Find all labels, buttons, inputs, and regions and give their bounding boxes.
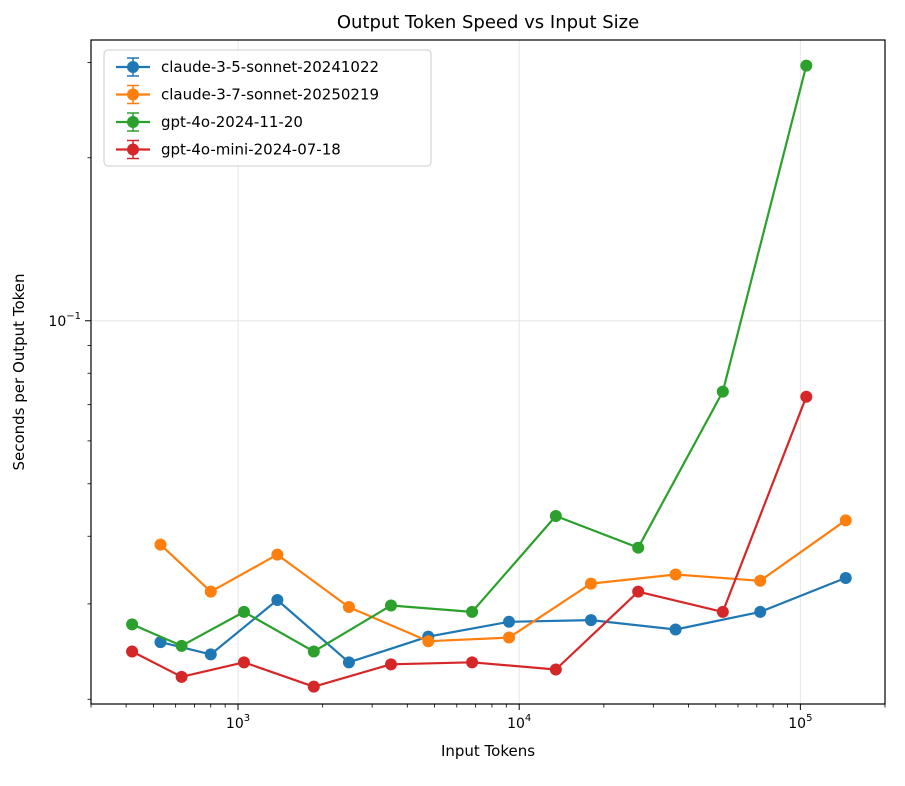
data-point: [800, 390, 813, 403]
chart-title: Output Token Speed vs Input Size: [337, 12, 639, 33]
data-point: [584, 614, 597, 627]
x-tick-label: 104: [507, 713, 531, 732]
data-point: [584, 577, 597, 590]
legend-item: claude-3-5-sonnet-20241022: [116, 57, 379, 77]
legend-marker: [127, 61, 139, 73]
series-3: [126, 59, 813, 658]
legend-label: gpt-4o-mini-2024-07-18: [161, 141, 341, 159]
data-point: [754, 574, 767, 587]
data-point: [716, 605, 729, 618]
data-point: [237, 656, 250, 669]
y-tick-label: 10−1: [48, 311, 81, 330]
data-point: [384, 658, 397, 671]
data-point: [175, 670, 188, 683]
data-point: [271, 594, 284, 607]
series-4: [126, 390, 813, 693]
data-point: [754, 605, 767, 618]
data-point: [632, 541, 645, 554]
x-tick-base: 10: [788, 716, 806, 732]
data-point: [307, 645, 320, 658]
legend: claude-3-5-sonnet-20241022 claude-3-7-son…: [103, 49, 432, 167]
data-point: [632, 585, 645, 598]
data-point: [237, 605, 250, 618]
x-tick-exponent: 5: [806, 713, 812, 724]
data-point: [126, 645, 139, 658]
series-line: [159, 519, 847, 643]
data-point: [204, 648, 217, 661]
legend-label: claude-3-5-sonnet-20241022: [161, 58, 379, 76]
data-point: [549, 509, 562, 522]
data-point: [307, 680, 320, 693]
legend-item: gpt-4o-mini-2024-07-18: [116, 139, 341, 160]
data-point: [839, 571, 852, 584]
x-tick-exponent: 3: [244, 713, 250, 724]
plot-frame: [90, 39, 886, 705]
data-point: [466, 656, 479, 669]
legend-label: claude-3-7-sonnet-20250219: [161, 86, 379, 104]
data-point: [175, 639, 188, 652]
data-point: [503, 615, 516, 628]
y-axis-label: Seconds per Output Token: [10, 273, 28, 470]
series-line: [131, 65, 808, 653]
data-point: [271, 548, 284, 561]
data-point: [342, 656, 355, 669]
data-point: [384, 599, 397, 612]
data-point: [126, 618, 139, 631]
series-1: [154, 571, 852, 669]
data-point: [503, 631, 516, 644]
data-point: [800, 59, 813, 72]
x-tick-exponent: 4: [525, 713, 531, 724]
legend-item: claude-3-7-sonnet-20250219: [116, 84, 379, 105]
data-point: [154, 538, 167, 551]
series-line: [131, 396, 808, 688]
data-point: [422, 635, 435, 648]
legend-box: [103, 49, 432, 167]
data-point: [669, 568, 682, 581]
series-2: [154, 514, 852, 648]
data-point: [669, 623, 682, 636]
legend-label: gpt-4o-2024-11-20: [161, 113, 303, 131]
plot-series: [126, 59, 852, 693]
legend-marker: [127, 88, 139, 101]
data-point: [549, 663, 562, 676]
series-line: [160, 576, 847, 664]
x-tick-base: 10: [226, 716, 244, 732]
legend-marker: [127, 116, 139, 128]
x-tick-label: 105: [788, 713, 812, 732]
data-point: [204, 585, 217, 598]
x-tick-label: 103: [226, 713, 250, 732]
y-tick-exponent: −1: [66, 311, 81, 322]
data-point: [716, 385, 729, 398]
data-point: [342, 601, 355, 614]
data-point: [466, 605, 479, 618]
y-tick-base: 10: [48, 314, 66, 330]
legend-item: gpt-4o-2024-11-20: [116, 112, 303, 132]
data-point: [839, 514, 852, 527]
x-tick-base: 10: [507, 716, 525, 732]
legend-marker: [127, 143, 139, 156]
x-axis-label: Input Tokens: [441, 742, 535, 760]
